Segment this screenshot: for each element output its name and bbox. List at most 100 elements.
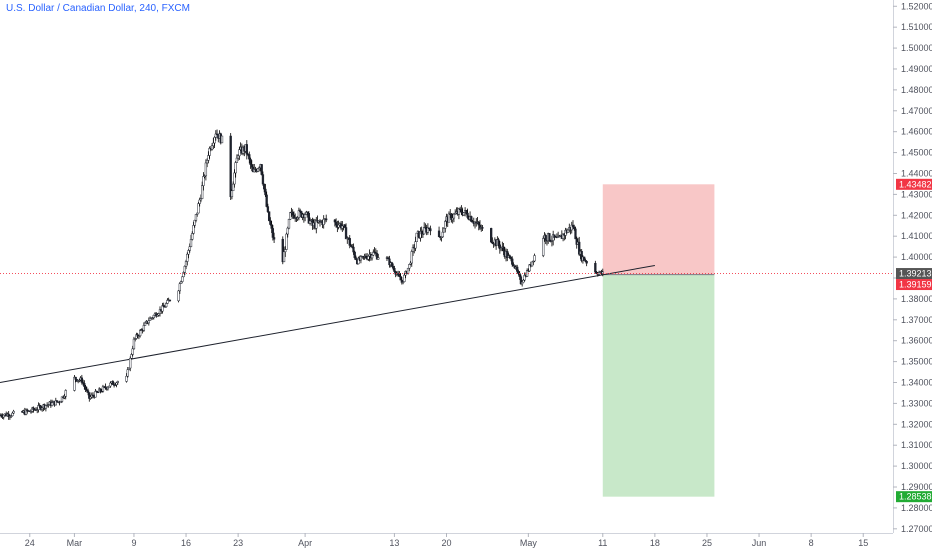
time-tick-label: 8 xyxy=(809,538,814,548)
candle-body xyxy=(249,158,252,165)
candle-body xyxy=(205,160,209,164)
candle-body xyxy=(285,233,288,250)
candle-body xyxy=(447,213,451,223)
candle-body xyxy=(414,241,417,249)
price-tick-label: 1.40000 xyxy=(901,252,932,262)
candle-body xyxy=(96,391,100,394)
candle-body xyxy=(229,135,232,198)
candle-body xyxy=(264,188,267,196)
candle-body xyxy=(187,250,190,255)
price-tick-label: 1.42000 xyxy=(901,210,932,220)
stop-loss-zone xyxy=(602,184,715,275)
candle-body xyxy=(509,256,513,260)
price-tick-label: 1.27000 xyxy=(901,524,932,534)
price-tick-label: 1.31000 xyxy=(901,440,932,450)
time-tick-label: May xyxy=(520,538,538,548)
candle-body xyxy=(132,338,136,350)
candle-body xyxy=(111,381,115,385)
symbol-title[interactable]: U.S. Dollar / Canadian Dollar, 240, FXCM xyxy=(6,3,190,14)
candle-body xyxy=(406,267,410,274)
entry-price-badge-label: 1.39159 xyxy=(899,280,932,290)
time-tick-label: 20 xyxy=(441,538,451,548)
take-profit-zone xyxy=(602,274,715,497)
candle-body xyxy=(578,241,581,255)
candle-body xyxy=(265,194,268,207)
price-tick-label: 1.37000 xyxy=(901,315,932,325)
time-tick-label: 25 xyxy=(702,538,712,548)
price-tick-label: 1.45000 xyxy=(901,148,932,158)
target-price-badge xyxy=(896,491,932,503)
candle-body xyxy=(192,225,195,234)
candle-body xyxy=(511,258,514,265)
candle-body xyxy=(230,190,234,198)
candle-body xyxy=(566,229,570,233)
time-axis[interactable]: 24 Mar 9 16 23 Apr 13 20 May 11 18 25 Jun 8 15 xyxy=(0,533,893,548)
candle-body xyxy=(232,183,235,192)
price-tick-label: 1.36000 xyxy=(901,336,932,346)
candle-body xyxy=(186,253,189,262)
candle-body xyxy=(399,276,402,281)
candle-body xyxy=(263,183,266,190)
stop-price-badge xyxy=(896,178,932,190)
candle-body xyxy=(502,246,505,252)
candle-body xyxy=(125,375,128,382)
candle-body xyxy=(178,283,181,292)
candle-body xyxy=(465,210,468,214)
candle-body xyxy=(83,383,86,387)
time-tick-label: 11 xyxy=(598,538,607,548)
candle-body xyxy=(367,256,370,260)
candle-body xyxy=(377,257,380,260)
candle-body xyxy=(189,239,193,247)
trendline xyxy=(0,264,655,383)
candle-body xyxy=(477,221,480,226)
time-tick-label: 13 xyxy=(389,538,399,548)
candle-body xyxy=(272,237,276,240)
candle-body xyxy=(191,233,194,240)
candle-body xyxy=(533,255,536,262)
candle-body xyxy=(126,369,129,377)
candle-body xyxy=(147,320,150,324)
candle-body xyxy=(64,390,67,397)
candle-body xyxy=(284,249,287,253)
candle-body xyxy=(408,264,411,269)
candle-body xyxy=(571,224,575,228)
price-tick-label: 1.32000 xyxy=(901,419,932,429)
price-tick-label: 1.47000 xyxy=(901,106,932,116)
price-axis[interactable]: 1.27000 1.28000 1.29000 1.30000 1.31000 1.320… xyxy=(893,0,932,534)
candle-body xyxy=(451,217,454,221)
candle-body xyxy=(269,220,272,225)
candle-body xyxy=(129,358,132,369)
candle-body xyxy=(429,228,432,232)
candle-body xyxy=(233,172,236,185)
candle-body xyxy=(208,148,211,156)
candle-body xyxy=(188,246,191,251)
current-price-badge-label: 1.39213 xyxy=(899,269,932,279)
candle-body xyxy=(238,149,241,157)
candle-body xyxy=(235,157,239,163)
candle-body xyxy=(197,203,200,214)
candle-body xyxy=(341,225,344,229)
candle-body xyxy=(289,212,292,220)
candle-body xyxy=(248,154,251,160)
candle-body xyxy=(166,299,169,304)
candle-body xyxy=(80,377,84,383)
price-tick-label: 1.34000 xyxy=(901,378,932,388)
candle-body xyxy=(139,330,142,337)
price-tick-label: 1.49000 xyxy=(901,64,932,74)
candle-body xyxy=(152,314,155,318)
candle-body xyxy=(60,396,64,402)
candle-body xyxy=(165,303,168,307)
candle-body xyxy=(462,212,466,216)
candle-body xyxy=(315,220,318,229)
candle-body xyxy=(131,348,134,355)
price-tick-label: 1.52000 xyxy=(901,1,932,11)
candle-body xyxy=(522,279,525,283)
candle-body xyxy=(199,198,203,201)
candle-body xyxy=(11,412,14,417)
candle-body xyxy=(297,210,301,218)
candle-body xyxy=(415,232,418,242)
candle-body xyxy=(286,227,289,235)
price-tick-label: 1.33000 xyxy=(901,398,932,408)
